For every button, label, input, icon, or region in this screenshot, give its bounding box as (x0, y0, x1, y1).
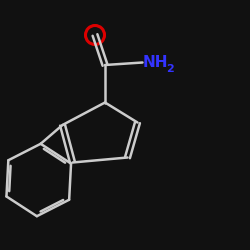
Text: 2: 2 (166, 64, 174, 74)
Text: NH: NH (142, 55, 168, 70)
